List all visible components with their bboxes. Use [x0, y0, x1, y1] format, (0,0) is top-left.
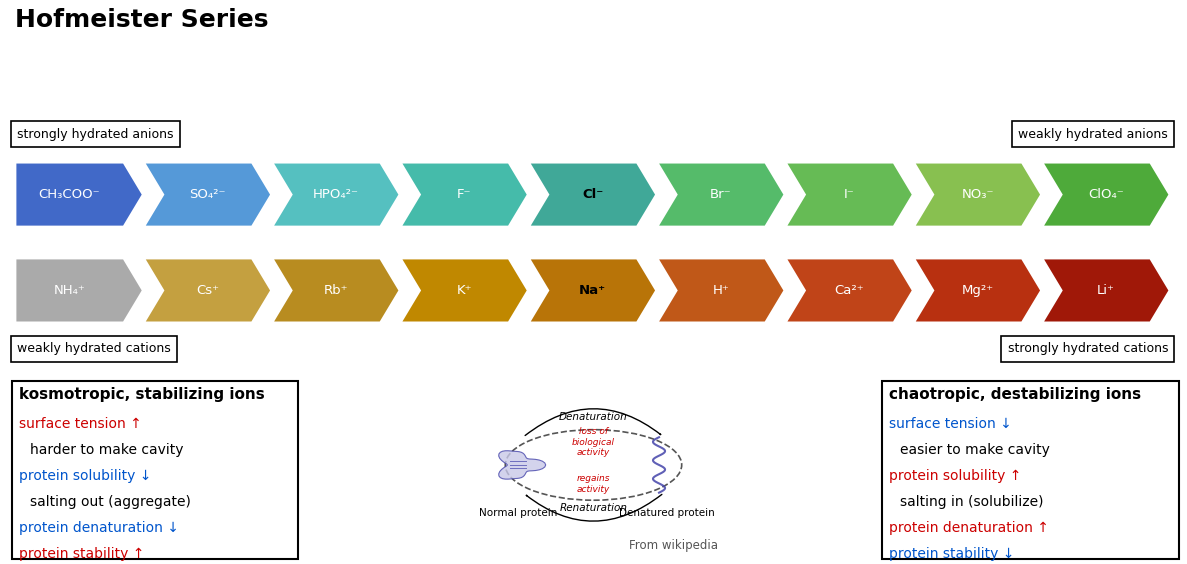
Text: Cl⁻: Cl⁻ — [582, 188, 603, 201]
Text: chaotropic, destabilizing ions: chaotropic, destabilizing ions — [889, 387, 1141, 402]
Polygon shape — [913, 258, 1042, 323]
Text: Renaturation: Renaturation — [559, 503, 628, 513]
Text: Hofmeister Series: Hofmeister Series — [15, 8, 268, 32]
Text: Br⁻: Br⁻ — [710, 188, 731, 201]
Text: ClO₄⁻: ClO₄⁻ — [1088, 188, 1124, 201]
Polygon shape — [144, 258, 272, 323]
Text: Mg²⁺: Mg²⁺ — [961, 284, 994, 297]
Text: loss of
biological
activity: loss of biological activity — [572, 428, 615, 457]
Text: harder to make cavity: harder to make cavity — [30, 443, 184, 457]
Bar — [12, 381, 298, 559]
Polygon shape — [785, 258, 913, 323]
Text: Li⁺: Li⁺ — [1097, 284, 1115, 297]
Polygon shape — [272, 162, 400, 227]
Text: K⁺: K⁺ — [457, 284, 472, 297]
Text: weakly hydrated anions: weakly hydrated anions — [1018, 127, 1168, 140]
Text: surface tension ↑: surface tension ↑ — [19, 417, 141, 431]
Text: protein stability ↑: protein stability ↑ — [19, 547, 145, 561]
Text: Denatured protein: Denatured protein — [618, 508, 715, 518]
Polygon shape — [15, 162, 144, 227]
Polygon shape — [528, 258, 656, 323]
Text: protein denaturation ↓: protein denaturation ↓ — [19, 521, 179, 535]
Text: weakly hydrated cations: weakly hydrated cations — [17, 342, 171, 355]
Polygon shape — [144, 162, 272, 227]
Text: salting out (aggregate): salting out (aggregate) — [30, 495, 191, 509]
Text: regains
activity: regains activity — [577, 474, 610, 494]
Polygon shape — [1042, 258, 1170, 323]
Text: Na⁺: Na⁺ — [579, 284, 607, 297]
Text: strongly hydrated anions: strongly hydrated anions — [17, 127, 173, 140]
Text: Cs⁺: Cs⁺ — [196, 284, 218, 297]
Text: F⁻: F⁻ — [457, 188, 471, 201]
Text: Normal protein: Normal protein — [478, 508, 557, 518]
Polygon shape — [499, 451, 546, 479]
Text: protein solubility ↓: protein solubility ↓ — [19, 469, 152, 483]
Text: NO₃⁻: NO₃⁻ — [961, 188, 994, 201]
Polygon shape — [656, 258, 785, 323]
Text: surface tension ↓: surface tension ↓ — [889, 417, 1011, 431]
Text: protein stability ↓: protein stability ↓ — [889, 547, 1015, 561]
Text: Ca²⁺: Ca²⁺ — [834, 284, 864, 297]
Polygon shape — [785, 162, 913, 227]
Polygon shape — [913, 162, 1042, 227]
Text: I⁻: I⁻ — [844, 188, 855, 201]
FancyArrowPatch shape — [525, 409, 661, 435]
FancyArrowPatch shape — [526, 495, 662, 521]
Polygon shape — [1042, 162, 1170, 227]
Text: Denaturation: Denaturation — [559, 412, 628, 422]
Text: protein denaturation ↑: protein denaturation ↑ — [889, 521, 1049, 535]
Text: Rb⁺: Rb⁺ — [324, 284, 348, 297]
Text: kosmotropic, stabilizing ions: kosmotropic, stabilizing ions — [19, 387, 265, 402]
Text: easier to make cavity: easier to make cavity — [900, 443, 1049, 457]
Text: salting in (solubilize): salting in (solubilize) — [900, 495, 1043, 509]
Text: strongly hydrated cations: strongly hydrated cations — [1008, 342, 1168, 355]
Text: H⁺: H⁺ — [712, 284, 729, 297]
Text: NH₄⁺: NH₄⁺ — [53, 284, 85, 297]
Polygon shape — [400, 258, 528, 323]
Polygon shape — [272, 258, 400, 323]
Polygon shape — [400, 162, 528, 227]
Text: protein solubility ↑: protein solubility ↑ — [889, 469, 1021, 483]
Text: HPO₄²⁻: HPO₄²⁻ — [313, 188, 358, 201]
Bar — [882, 381, 1179, 559]
Text: SO₄²⁻: SO₄²⁻ — [189, 188, 226, 201]
Polygon shape — [528, 162, 656, 227]
Text: CH₃COO⁻: CH₃COO⁻ — [39, 188, 100, 201]
Polygon shape — [15, 258, 144, 323]
Polygon shape — [656, 162, 785, 227]
Text: From wikipedia: From wikipedia — [629, 539, 718, 552]
